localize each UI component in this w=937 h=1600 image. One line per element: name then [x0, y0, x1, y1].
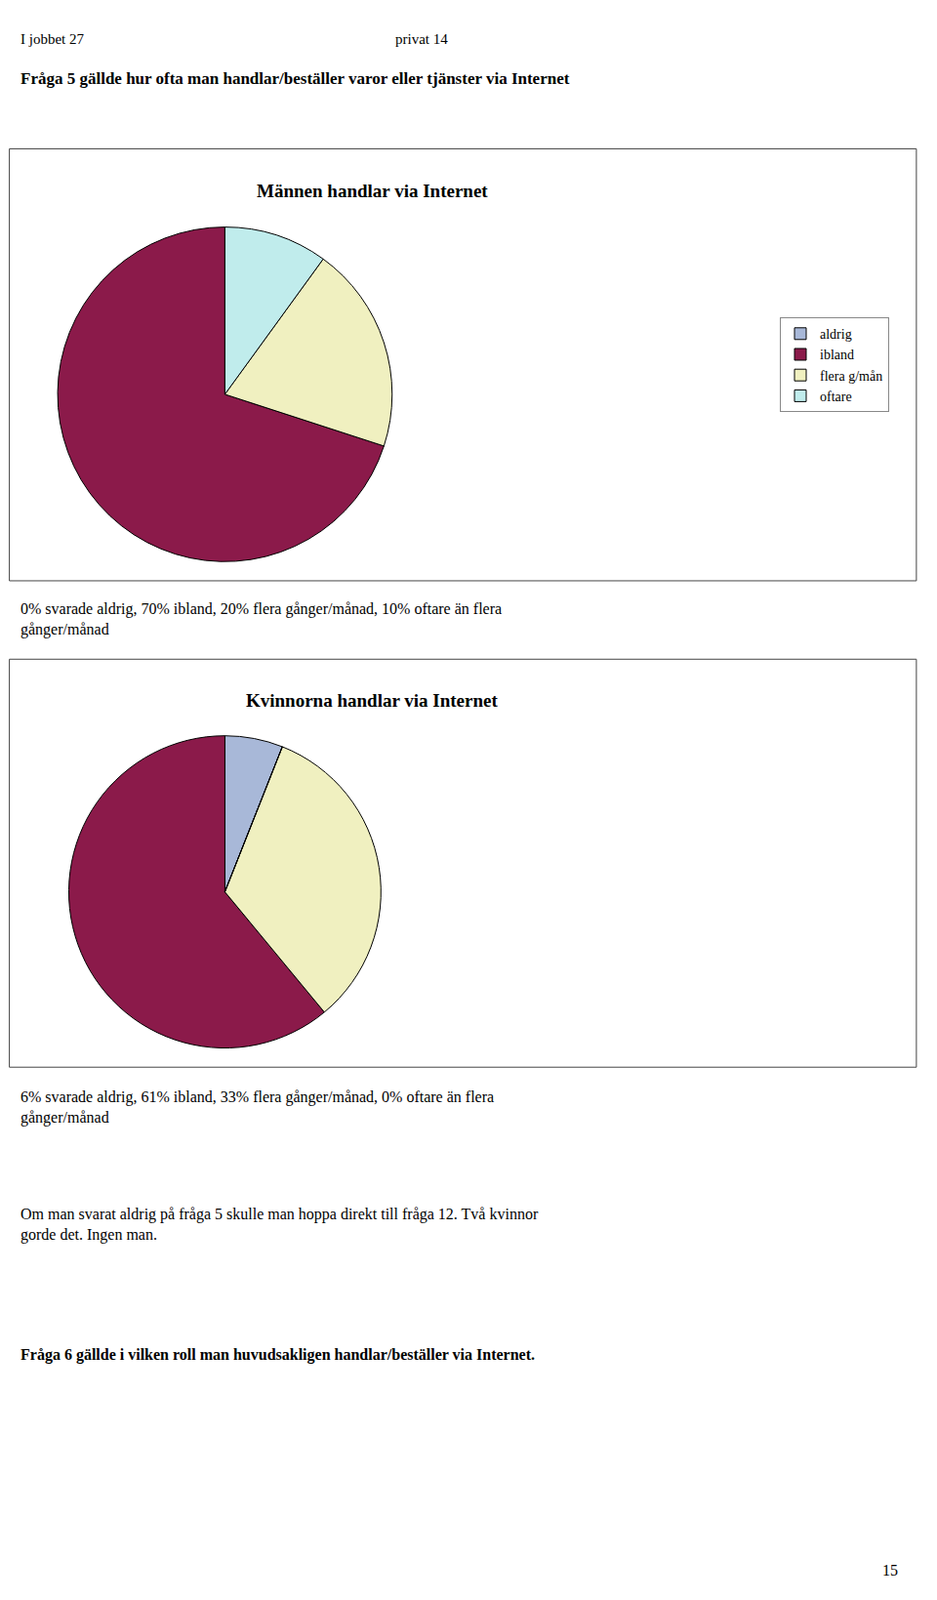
svg-text:0% svarade aldrig, 70% ibland,: 0% svarade aldrig, 70% ibland, 20% flera… [20, 600, 502, 639]
svg-text:oftare: oftare [819, 389, 853, 405]
svg-text:Männen handlar via Internet: Männen handlar via Internet [256, 180, 489, 202]
svg-text:Om man svarat aldrig på fråga: Om man svarat aldrig på fråga 5 skulle m… [20, 1205, 539, 1244]
svg-text:Kvinnorna handlar via Internet: Kvinnorna handlar via Internet [245, 690, 498, 711]
svg-text:15: 15 [882, 1561, 898, 1579]
svg-text:Fråga 6 gällde i vilken roll m: Fråga 6 gällde i vilken roll man huvudsa… [20, 1345, 535, 1364]
svg-text:aldrig: aldrig [819, 326, 853, 342]
svg-text:I jobbet 27: I jobbet 27 [20, 31, 84, 47]
svg-text:Fråga 5 gällde hur ofta man ha: Fråga 5 gällde hur ofta man handlar/best… [20, 69, 571, 88]
svg-text:ibland: ibland [819, 347, 855, 363]
svg-text:6% svarade aldrig, 61% ibland,: 6% svarade aldrig, 61% ibland, 33% flera… [20, 1088, 494, 1127]
svg-text:flera g/mån: flera g/mån [819, 368, 883, 384]
svg-text:privat 14: privat 14 [395, 31, 449, 47]
